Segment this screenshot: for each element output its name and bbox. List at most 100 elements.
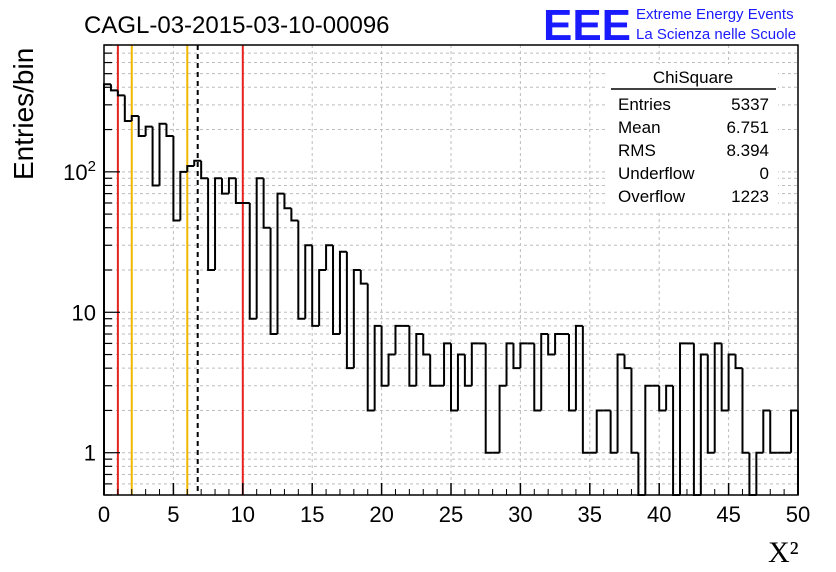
histogram-bin [276,192,285,335]
histogram-bin [123,95,132,123]
histogram-bin [220,178,229,195]
histogram-bin [186,165,195,172]
x-tick-label: 10 [231,502,255,527]
histogram-bin [623,354,632,370]
histogram-bin [116,90,125,97]
histogram-bin [137,115,146,137]
histogram-bin [498,384,507,453]
logo-line-2: La Scienza nelle Scuole [636,26,796,43]
stat-value-overflow: 1223 [731,187,769,206]
stat-value-underflow: 0 [760,164,769,183]
histogram-bin [248,202,257,320]
histogram-bin [616,353,625,453]
histogram-bin [297,220,306,320]
stat-label-entries: Entries [618,95,671,114]
histogram-bars [103,83,799,496]
x-tick-label: 50 [786,502,810,527]
x-tick-label: 35 [578,502,602,527]
histogram-bin [359,270,368,285]
histogram-bin [443,342,451,386]
histogram-bin [519,342,528,369]
x-tick-label: 5 [167,502,179,527]
histogram-bin [554,333,563,355]
eee-logo: EEE Extreme Energy Events La Scienza nel… [543,1,796,50]
histogram-bin [373,324,382,411]
histogram-bin [755,451,764,495]
histogram-bin [172,135,181,222]
histogram-bin [658,385,667,412]
histogram-bin [533,343,542,412]
histogram-bin [165,123,174,137]
histogram-bin [547,334,556,356]
chart-title: CAGL-03-2015-03-10-00096 [84,12,390,39]
histogram-bin [699,353,708,495]
logo-line-1: Extreme Energy Events [636,6,794,23]
histogram-bin [255,177,264,319]
histogram-bin [679,342,687,495]
stat-value-mean: 6.751 [726,118,769,137]
x-tick-label: 20 [369,502,393,527]
histogram-bin [595,409,604,453]
histogram-bin [227,177,236,194]
histogram-bin [415,333,424,386]
histogram-bin [630,368,639,454]
histogram-bin [283,193,292,210]
histogram-bin [422,334,431,356]
histogram-bin [214,177,222,270]
histogram-bin [741,368,750,454]
histogram-bin [484,343,493,454]
histogram-bin [318,269,327,326]
histogram-bin [345,251,354,370]
histogram-bin [338,250,347,335]
histogram-bin [151,126,160,187]
histogram-bin [332,245,340,336]
stat-label-mean: Mean [618,118,661,137]
histogram-bin [144,125,153,136]
histogram-bin [706,354,715,454]
histogram-bin [109,84,118,92]
histogram-bin [387,353,396,386]
histogram-bin [470,342,479,386]
histogram-bin [352,269,361,369]
histogram-bin [512,343,521,370]
x-tick-label: 30 [508,502,532,527]
histogram-bin [394,324,403,355]
histogram-bin [463,354,472,387]
x-tick-label: 0 [98,502,110,527]
histogram-bin [366,283,375,412]
y-tick-label: 1 [84,441,96,466]
histogram-bin [269,227,278,336]
histogram-bin [179,170,188,221]
histogram-bin [734,354,743,370]
logo-letters: EEE [543,1,631,50]
histogram-bin [609,410,618,454]
histogram-bin [581,325,590,454]
histogram-bin [727,353,736,411]
histogram-bin [207,178,216,271]
x-tick-label: 25 [439,502,463,527]
x-tick-label: 45 [716,502,740,527]
stat-value-entries: 5337 [731,95,769,114]
stats-box-title: ChiSquare [653,68,733,87]
histogram-bin [574,324,583,411]
histogram-bin [762,409,771,453]
histogram-bin [304,244,313,319]
histogram-bin [130,114,139,122]
histogram-bin [644,384,653,495]
stat-label-rms: RMS [618,141,656,160]
histogram-bin [769,410,778,454]
histogram-bin [262,178,271,229]
x-axis: 0 5 10 15 20 25 30 35 40 45 50 [98,483,810,527]
histogram-bin [290,208,299,222]
histogram-bin [665,384,674,411]
histogram-bin [408,325,417,387]
histogram-bin [567,334,576,412]
x-tick-label: 40 [647,502,671,527]
histogram-bin [158,122,167,186]
stat-label-underflow: Underflow [618,164,695,183]
histogram-bin [713,342,722,453]
stats-box: ChiSquare Entries 5337 Mean 6.751 RMS 8.… [608,64,778,210]
histogram-bin [193,159,202,167]
